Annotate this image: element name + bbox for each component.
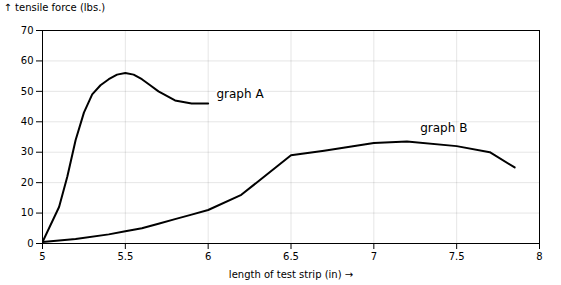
svg-text:5.5: 5.5	[117, 251, 133, 262]
svg-text:graph B: graph B	[420, 121, 467, 135]
svg-text:40: 40	[21, 116, 34, 127]
svg-text:60: 60	[21, 55, 34, 66]
svg-text:↑ tensile force (lbs.): ↑ tensile force (lbs.)	[4, 2, 106, 13]
svg-text:length of test strip (in) →: length of test strip (in) →	[229, 269, 353, 280]
svg-text:20: 20	[21, 177, 34, 188]
svg-text:10: 10	[21, 207, 34, 218]
svg-text:6: 6	[205, 251, 211, 262]
svg-text:70: 70	[21, 25, 34, 36]
svg-text:50: 50	[21, 86, 34, 97]
svg-text:8: 8	[536, 251, 542, 262]
svg-text:graph A: graph A	[216, 87, 264, 101]
svg-text:30: 30	[21, 146, 34, 157]
svg-text:7: 7	[371, 251, 377, 262]
svg-text:0: 0	[27, 238, 33, 249]
svg-text:5: 5	[39, 251, 45, 262]
svg-text:7.5: 7.5	[449, 251, 465, 262]
svg-text:6.5: 6.5	[283, 251, 299, 262]
